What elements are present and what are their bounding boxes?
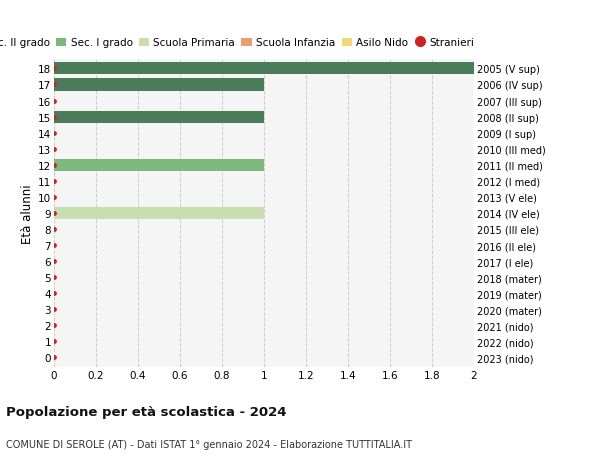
Bar xyxy=(54,63,474,75)
Bar xyxy=(54,159,264,171)
Bar xyxy=(54,79,264,91)
Bar xyxy=(54,112,264,123)
Text: Popolazione per età scolastica - 2024: Popolazione per età scolastica - 2024 xyxy=(6,405,287,419)
Legend: Sec. II grado, Sec. I grado, Scuola Primaria, Scuola Infanzia, Asilo Nido, Stran: Sec. II grado, Sec. I grado, Scuola Prim… xyxy=(0,39,474,48)
Text: COMUNE DI SEROLE (AT) - Dati ISTAT 1° gennaio 2024 - Elaborazione TUTTITALIA.IT: COMUNE DI SEROLE (AT) - Dati ISTAT 1° ge… xyxy=(6,440,412,449)
Y-axis label: Età alunni: Età alunni xyxy=(21,184,34,243)
Bar xyxy=(54,207,264,219)
